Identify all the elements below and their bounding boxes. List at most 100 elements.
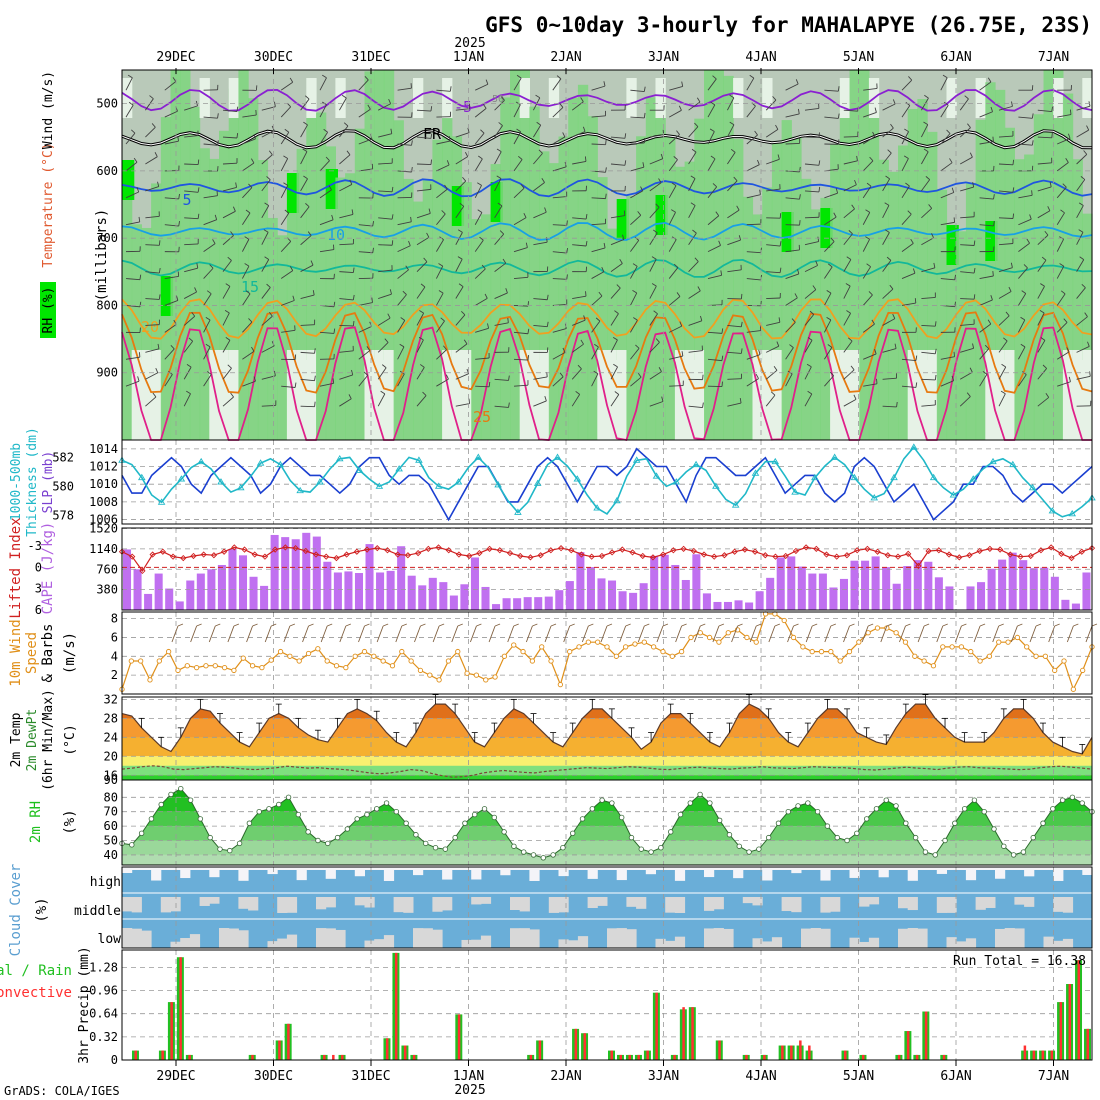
precip-conv-bar <box>844 1050 847 1060</box>
wind-barb <box>125 191 139 199</box>
wind-barb-flag <box>942 74 948 79</box>
wind-barb-10m <box>376 625 384 643</box>
cape-bar <box>977 582 986 610</box>
wind-barb-flag <box>217 113 219 119</box>
cloud-high-gap <box>1014 867 1025 870</box>
wind-barb-flag <box>562 347 566 353</box>
cloud-low-gap <box>568 940 579 948</box>
rh-moist-cell <box>325 146 336 440</box>
thickness-point <box>434 482 443 489</box>
wind-barb-10m <box>917 625 925 643</box>
cloud-high-gap <box>820 867 831 881</box>
y-tick-label: 800 <box>96 298 118 312</box>
rh-point <box>873 806 880 812</box>
wind-barb-10m <box>470 625 477 643</box>
wind-barb-flag <box>1001 363 1006 368</box>
wind-barb-flag <box>363 371 368 376</box>
axis-label: (m/s) <box>62 632 78 674</box>
wind-barb-10m-flag <box>662 623 669 627</box>
bottom-day-label: 1JAN <box>453 1069 484 1084</box>
wind-barb-10m-flag <box>438 623 445 627</box>
y-tick-label: -3 <box>28 539 42 553</box>
rh-moist-cell <box>432 139 443 440</box>
axis-label: 3hr Precip (mm) <box>77 946 92 1063</box>
wind-barb <box>319 104 327 118</box>
cloud-middle-gap <box>791 897 802 913</box>
wind-barb-flag <box>484 293 488 299</box>
wind-barb-flag <box>972 343 975 349</box>
rh-dry-cell <box>752 350 763 440</box>
y-tick-label: 500 <box>96 97 118 111</box>
rh-moist-cell <box>655 101 666 440</box>
wind-barb-10m <box>693 625 701 643</box>
wind-barb <box>377 342 389 353</box>
precip-conv-bar <box>942 1054 946 1060</box>
wind-barb <box>339 374 353 380</box>
rh-point <box>1040 820 1046 826</box>
wind-barb <box>960 244 975 246</box>
cloud-high-gap <box>674 867 686 881</box>
wind-barb-flag <box>463 339 468 345</box>
wind-barb-10m <box>899 625 906 643</box>
y-tick-label: 8 <box>111 612 118 626</box>
li-point <box>1058 550 1065 557</box>
wind-barb <box>804 314 815 326</box>
precip-conv-bar <box>1068 984 1072 1060</box>
thickness-point <box>296 486 304 494</box>
precip-conv-bar <box>763 1054 766 1060</box>
wind-barb-flag <box>352 267 355 273</box>
wind-barb-flag <box>848 230 853 235</box>
precip-conv-bar <box>170 1002 173 1060</box>
wind-barb <box>242 239 250 252</box>
wind-barb-10m <box>320 625 328 643</box>
wind-barb-flag <box>498 122 503 126</box>
wind-speed-point <box>660 648 666 655</box>
wind-speed-point <box>1052 667 1058 674</box>
wind-barb-flag <box>172 77 177 82</box>
cloud-middle-gap <box>907 897 918 911</box>
wind-barb <box>145 186 159 192</box>
wind-barb <box>513 247 528 253</box>
wind-barb <box>1037 109 1052 113</box>
wind-barb-flag <box>827 263 833 268</box>
wind-barb <box>921 378 936 381</box>
wind-barb <box>1056 322 1068 333</box>
cape-bar <box>1029 568 1038 610</box>
wind-barb-flag <box>388 98 392 104</box>
wind-barb <box>183 393 191 407</box>
cape-bar <box>839 578 848 610</box>
wind-barb-10m-flag <box>812 623 818 627</box>
rh-dry-cell <box>597 350 608 440</box>
thickness-point <box>217 478 225 485</box>
wind-barb <box>339 325 354 327</box>
cape-bar <box>312 536 321 610</box>
wind-barb <box>998 315 1010 326</box>
wind-barb <box>1037 210 1051 219</box>
wind-barb <box>300 178 308 192</box>
thickness-point <box>949 491 958 498</box>
rh-moist-cell <box>810 209 821 440</box>
precip-conv-bar <box>673 1054 676 1060</box>
wind-barb-flag <box>381 364 387 369</box>
cloud-middle-gap <box>820 897 831 913</box>
wind-barb <box>727 378 742 380</box>
rh-point <box>746 849 752 855</box>
wind-barb-flag <box>710 101 716 106</box>
li-point <box>333 554 340 562</box>
cape-bar <box>376 572 385 610</box>
wind-speed-point <box>1042 653 1049 659</box>
axis-label: CAPE (J/kg) <box>40 522 56 615</box>
rh-dry-cell <box>151 350 162 440</box>
y-tick-label: 6 <box>35 603 42 617</box>
wind-barb <box>300 378 315 382</box>
precip-frame <box>121 949 1093 1061</box>
wind-barb <box>610 263 623 273</box>
cape-bar <box>291 539 300 610</box>
wind-barb <box>940 77 948 91</box>
li-point <box>802 544 810 551</box>
wind-barb <box>1076 129 1089 138</box>
rh-point <box>952 820 958 826</box>
wind-barb <box>940 278 955 281</box>
wind-barb-flag <box>833 212 837 218</box>
li-point <box>251 551 258 558</box>
